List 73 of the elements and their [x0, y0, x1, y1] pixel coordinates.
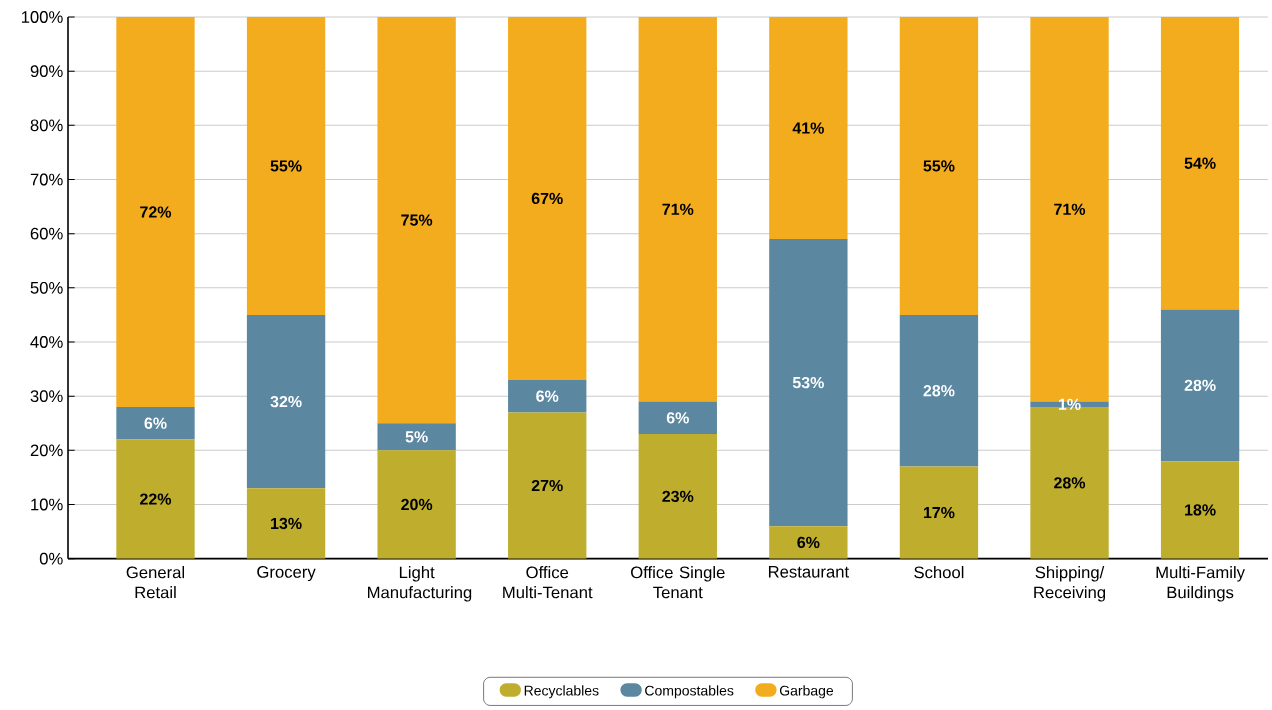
- y-tick-label: 100%: [21, 11, 63, 23]
- x-tick-label: Light Manufacturing: [368, 566, 472, 602]
- data-label: 28%: [1054, 477, 1086, 489]
- data-label: 17%: [923, 506, 955, 519]
- data-label: 67%: [531, 192, 563, 205]
- bar: [638, 434, 717, 559]
- bar: [769, 17, 848, 240]
- bar: [116, 406, 195, 440]
- y-tick-label: 40%: [30, 336, 63, 348]
- data-label: 22%: [140, 493, 172, 505]
- data-label: 55%: [923, 160, 955, 172]
- y-tick-label: 50%: [30, 281, 63, 294]
- data-label: 71%: [662, 203, 694, 215]
- data-label: 27%: [531, 479, 563, 492]
- data-label: 55%: [270, 160, 302, 172]
- bar: [377, 423, 456, 451]
- y-tick-label: 20%: [30, 444, 63, 457]
- data-label: 6%: [536, 390, 559, 402]
- x-tick-label: Office Single Tenant: [631, 566, 725, 599]
- bar: [638, 401, 717, 435]
- bar: [899, 466, 979, 559]
- x-tick-label: Restaurant: [768, 566, 850, 578]
- x-tick-label: Office Multi-Tenant: [503, 566, 593, 599]
- legend-label: Garbage: [779, 685, 834, 699]
- data-label: 75%: [401, 214, 433, 226]
- data-label: 28%: [923, 385, 955, 397]
- data-label: 23%: [662, 490, 694, 503]
- bar: [1160, 461, 1240, 559]
- data-label: 41%: [792, 122, 824, 134]
- legend-label: Recyclables: [524, 685, 599, 699]
- data-label: 72%: [140, 206, 172, 218]
- x-tick-label: General Retail: [126, 566, 185, 599]
- data-label: 32%: [270, 395, 302, 408]
- bar: [508, 379, 587, 413]
- data-label: 18%: [1185, 504, 1216, 516]
- y-tick-label: 30%: [30, 390, 63, 403]
- bar: [769, 526, 848, 559]
- y-tick-label: 60%: [30, 227, 63, 240]
- x-tick-label: Multi-Family Buildings: [1156, 566, 1245, 602]
- bar: [899, 314, 979, 467]
- bar: [769, 239, 848, 527]
- data-label: 71%: [1054, 203, 1086, 215]
- y-tick-label: 0%: [39, 552, 63, 565]
- bar: [377, 17, 456, 424]
- bar: [246, 488, 326, 559]
- bar: [377, 450, 456, 559]
- bar: [1160, 309, 1240, 462]
- data-label: 28%: [1184, 379, 1216, 391]
- data-label: 13%: [271, 517, 302, 530]
- data-label: 53%: [792, 376, 824, 389]
- y-tick-label: 90%: [30, 65, 63, 78]
- bar: [116, 17, 195, 407]
- data-label: 6%: [144, 417, 167, 429]
- data-label: 6%: [666, 412, 689, 424]
- y-tick-label: 10%: [31, 498, 63, 511]
- data-label: 6%: [797, 536, 820, 549]
- bar: [508, 17, 587, 380]
- data-label: 20%: [401, 498, 433, 511]
- bar: [508, 412, 587, 559]
- bar: [246, 314, 326, 489]
- x-tick-label: School: [914, 566, 964, 579]
- legend-label: Compostables: [645, 685, 734, 699]
- x-tick-label: Shipping/ Receiving: [1034, 566, 1106, 602]
- bar: [246, 17, 326, 315]
- y-tick-label: 80%: [30, 119, 63, 132]
- x-tick-label: Grocery: [257, 566, 316, 582]
- bar: [638, 17, 717, 402]
- bar: [899, 17, 979, 315]
- data-label: 5%: [405, 431, 428, 443]
- bar: [116, 439, 195, 559]
- bar: [1160, 17, 1240, 310]
- y-tick-label: 70%: [30, 173, 63, 186]
- data-label: 54%: [1184, 157, 1216, 169]
